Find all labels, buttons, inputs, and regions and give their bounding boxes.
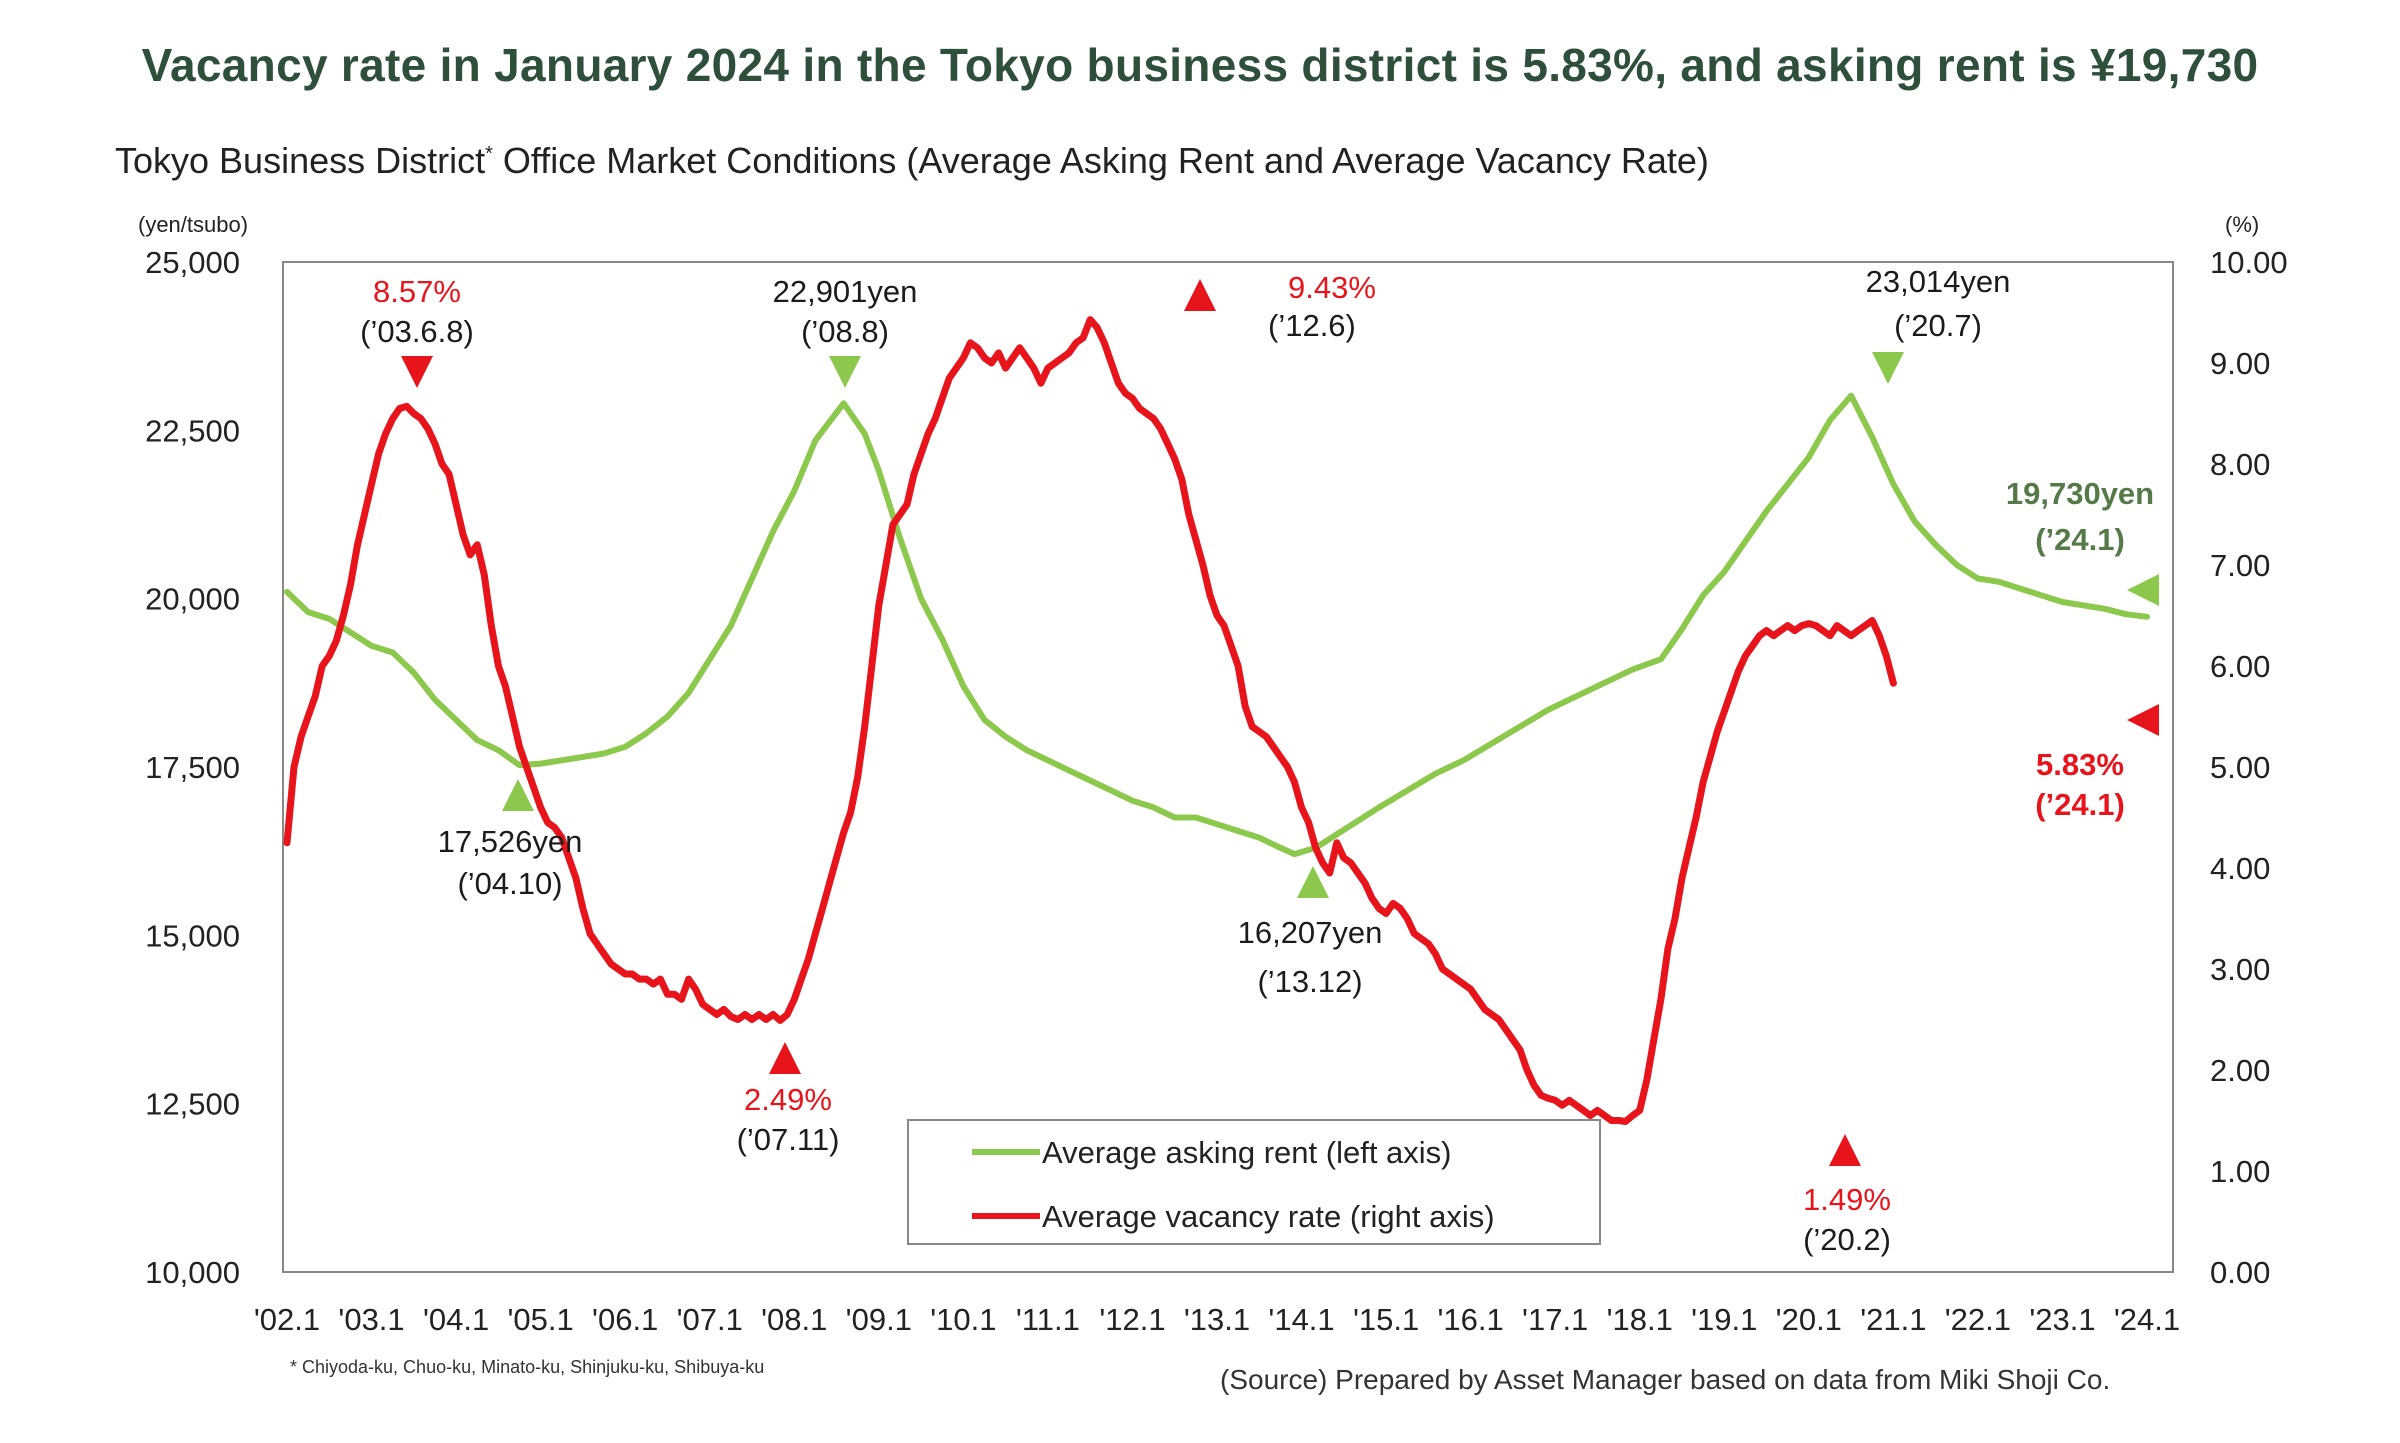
- annotation-value: 19,730yen: [2006, 476, 2154, 511]
- footnote: * Chiyoda-ku, Chuo-ku, Minato-ku, Shinju…: [290, 1357, 765, 1377]
- x-tick-label: '04.1: [423, 1302, 489, 1337]
- x-tick-label: '16.1: [1438, 1302, 1504, 1337]
- left-tick-label: 17,500: [145, 750, 240, 785]
- annotation-marker: [2127, 704, 2159, 736]
- left-tick-label: 22,500: [145, 413, 240, 448]
- annotation-value: 23,014yen: [1866, 264, 2011, 299]
- source-note: (Source) Prepared by Asset Manager based…: [1220, 1364, 2111, 1395]
- x-tick-label: '14.1: [1268, 1302, 1334, 1337]
- right-tick-label: 1.00: [2210, 1154, 2270, 1189]
- annotation-value: 8.57%: [373, 274, 461, 309]
- right-tick-label: 3.00: [2210, 952, 2270, 987]
- right-axis: 0.00 1.00 2.00 3.00 4.00 5.00 6.00 7.00 8.00 9.00…: [2210, 245, 2288, 1290]
- right-tick-label: 5.00: [2210, 750, 2270, 785]
- annotation-marker: [502, 779, 534, 811]
- chart-title: Tokyo Business District* Office Market C…: [115, 140, 1709, 182]
- x-tick-label: '18.1: [1607, 1302, 1673, 1337]
- annotation-date: (’24.1): [2035, 522, 2125, 557]
- x-tick-label: '02.1: [254, 1302, 320, 1337]
- x-tick-label: '22.1: [1945, 1302, 2011, 1337]
- annotation-date: (’07.11): [737, 1122, 840, 1157]
- right-tick-label: 9.00: [2210, 346, 2270, 381]
- annotation-marker: [2127, 574, 2159, 606]
- chart-title-main: Tokyo Business District: [115, 140, 486, 181]
- right-tick-label: 2.00: [2210, 1053, 2270, 1088]
- right-tick-label: 0.00: [2210, 1255, 2270, 1290]
- annotation-marker: [829, 356, 861, 388]
- annotation-date: (’20.2): [1803, 1222, 1891, 1257]
- x-tick-label: '15.1: [1353, 1302, 1419, 1337]
- x-tick-label: '11.1: [1016, 1302, 1080, 1337]
- x-tick-label: '19.1: [1691, 1302, 1757, 1337]
- annotation-date: (’13.12): [1257, 964, 1362, 999]
- annotation-marker: [1872, 352, 1904, 384]
- x-tick-label: '06.1: [592, 1302, 658, 1337]
- annotation-marker: [1184, 279, 1216, 311]
- legend: Average asking rent (left axis) Average …: [907, 1119, 1601, 1245]
- x-tick-label: '03.1: [338, 1302, 404, 1337]
- annotation-date: (’08.8): [801, 314, 889, 349]
- right-axis-unit: (%): [2225, 212, 2259, 237]
- headline: Vacancy rate in January 2024 in the Toky…: [141, 39, 2259, 91]
- x-tick-label: '20.1: [1776, 1302, 1842, 1337]
- left-tick-label: 20,000: [145, 582, 240, 617]
- x-tick-label: '13.1: [1184, 1302, 1250, 1337]
- annotation-value: 16,207yen: [1238, 915, 1383, 950]
- plot-area: [282, 261, 2174, 1273]
- annotation-value: 17,526yen: [438, 824, 583, 859]
- chart-title-rest: Office Market Conditions (Average Asking…: [492, 140, 1709, 181]
- annotation-value: 22,901yen: [773, 274, 918, 309]
- legend-label-rent: Average asking rent (left axis): [1042, 1135, 1452, 1170]
- left-tick-label: 15,000: [145, 918, 240, 953]
- left-tick-label: 12,500: [145, 1087, 240, 1122]
- left-axis: 10,000 12,500 15,000 17,500 20,000 22,500 25,0…: [145, 245, 240, 1290]
- chart-title-mark: *: [485, 143, 493, 165]
- annotation-marker: [1297, 866, 1329, 898]
- right-tick-label: 6.00: [2210, 649, 2270, 684]
- series-lines: [283, 316, 2150, 1125]
- x-tick-label: '05.1: [508, 1302, 574, 1337]
- annotation-value: 5.83%: [2036, 747, 2124, 782]
- annotation-value: 9.43%: [1288, 270, 1376, 305]
- vacancy-line: [283, 316, 1897, 1125]
- right-tick-label: 4.00: [2210, 851, 2270, 886]
- x-tick-label: '10.1: [930, 1302, 996, 1337]
- annotation-value: 2.49%: [744, 1082, 832, 1117]
- right-tick-label: 7.00: [2210, 548, 2270, 583]
- right-tick-label: 8.00: [2210, 447, 2270, 482]
- x-axis: '02.1 '03.1 '04.1 '05.1 '06.1 '07.1 '08.1 '09.1…: [254, 1302, 2180, 1337]
- annotation-value: 1.49%: [1803, 1182, 1891, 1217]
- x-tick-label: '07.1: [677, 1302, 743, 1337]
- rent-line: [284, 392, 2150, 858]
- x-tick-label: '12.1: [1099, 1302, 1165, 1337]
- legend-label-vacancy: Average vacancy rate (right axis): [1042, 1199, 1495, 1234]
- legend-box: [907, 1119, 1601, 1245]
- x-tick-label: '17.1: [1522, 1302, 1588, 1337]
- left-tick-label: 25,000: [145, 245, 240, 280]
- annotation-date: (’03.6.8): [360, 314, 474, 349]
- annotation-date: (’04.10): [457, 866, 562, 901]
- annotation-date: (’20.7): [1894, 308, 1982, 343]
- x-tick-label: '21.1: [1860, 1302, 1926, 1337]
- x-tick-label: '24.1: [2114, 1302, 2180, 1337]
- right-tick-label: 10.00: [2210, 245, 2288, 280]
- x-tick-label: '23.1: [2029, 1302, 2095, 1337]
- annotation-marker: [401, 356, 433, 388]
- annotation-date: (’24.1): [2035, 787, 2125, 822]
- annotation-marker: [1829, 1134, 1861, 1166]
- x-tick-label: '09.1: [846, 1302, 912, 1337]
- left-tick-label: 10,000: [145, 1255, 240, 1290]
- annotation-marker: [769, 1042, 801, 1074]
- annotation-date: (’12.6): [1268, 308, 1356, 343]
- left-axis-unit: (yen/tsubo): [138, 212, 248, 237]
- annotations: 8.57% (’03.6.8) 22,901yen (’08.8) 9.43%(’12.…: [360, 264, 2159, 1257]
- x-tick-label: '08.1: [761, 1302, 827, 1337]
